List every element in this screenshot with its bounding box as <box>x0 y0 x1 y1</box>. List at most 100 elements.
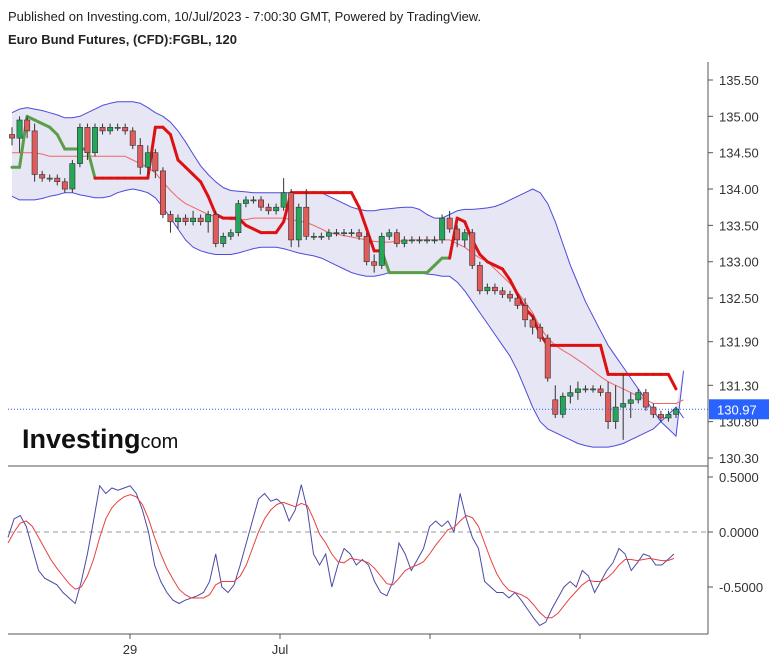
candle-down <box>99 127 106 132</box>
candle-down <box>152 152 159 172</box>
supertrend-down-segment <box>176 158 188 169</box>
logo-brand: Investing <box>22 424 141 454</box>
candle-down <box>197 217 204 223</box>
osc-tick-label: 0.0000 <box>719 525 759 540</box>
supertrend-down-segment <box>146 125 157 180</box>
candle-down <box>363 236 370 263</box>
candle-down <box>160 170 166 215</box>
candle-up <box>273 206 280 212</box>
candle-up <box>16 119 23 139</box>
osc-tick-label: -0.5000 <box>719 580 763 595</box>
candle-down <box>371 261 378 266</box>
supertrend-down-segment <box>357 205 369 231</box>
candle-down <box>182 217 189 223</box>
osc-signal-line <box>7 494 675 619</box>
supertrend-down-segment <box>508 278 520 296</box>
candle-down <box>288 192 295 241</box>
candle-up <box>567 392 574 397</box>
logo-suffix: .com <box>135 431 178 453</box>
candle-up <box>92 127 99 154</box>
candle-up <box>175 217 181 223</box>
candle-up <box>107 127 114 132</box>
candle-down <box>212 214 219 244</box>
candle-down <box>167 214 174 223</box>
candle-down <box>356 232 363 237</box>
candle-up <box>559 395 566 415</box>
oscillator-pane <box>7 484 708 627</box>
supertrend-down-segment <box>206 194 218 216</box>
supertrend-up-segment <box>425 263 437 275</box>
candle-down <box>522 304 529 321</box>
supertrend-down-segment <box>500 267 512 282</box>
candle-up <box>77 127 83 164</box>
price-tick-label: 134.00 <box>719 182 759 197</box>
supertrend-down-segment <box>448 216 459 260</box>
candle-up <box>665 414 672 419</box>
candle-up <box>243 199 249 204</box>
candle-up <box>69 163 76 190</box>
price-tick-label: 133.50 <box>719 218 759 233</box>
candle-down <box>9 134 15 139</box>
supertrend-down-segment <box>161 125 172 137</box>
candle-down <box>650 406 657 415</box>
candle-down <box>265 206 272 212</box>
bollinger-band-fill <box>12 101 684 448</box>
bollinger-middle-line <box>12 152 684 404</box>
candle-down <box>54 177 61 183</box>
bollinger-upper-line <box>11 101 684 437</box>
candle-down <box>446 217 453 230</box>
supertrend-down-segment <box>274 220 286 235</box>
candle-up <box>378 236 385 266</box>
candle-down <box>499 290 506 295</box>
candle-up <box>439 217 446 241</box>
last-price-label: 130.97 <box>717 402 757 417</box>
supertrend-down-segment <box>350 191 361 209</box>
time-tick-label: 29 <box>123 642 137 657</box>
supertrend-down-segment <box>365 227 376 253</box>
price-pane <box>8 101 708 448</box>
candle-up <box>227 232 234 237</box>
candle-up <box>295 206 302 241</box>
candle-up <box>250 199 257 202</box>
candle-up <box>574 388 581 393</box>
instrument-title: Euro Bund Futures, (CFD):FGBL, 120 <box>8 32 237 47</box>
candle-up <box>582 388 589 391</box>
supertrend-down-segment <box>599 343 610 376</box>
candle-up <box>325 232 332 237</box>
candle-down <box>258 199 264 208</box>
candle-up <box>348 232 355 234</box>
candle-up <box>484 286 491 292</box>
supertrend-up-segment <box>433 256 444 267</box>
price-tick-label: 130.30 <box>719 451 759 466</box>
supertrend-up-segment <box>55 133 67 151</box>
candle-down <box>642 392 649 408</box>
supertrend-down-segment <box>666 372 678 391</box>
supertrend-down-segment <box>199 180 210 198</box>
candle-down <box>657 414 664 419</box>
price-tick-label: 132.50 <box>719 291 759 306</box>
price-tick-label: 135.00 <box>719 109 759 124</box>
candle-up <box>590 388 597 391</box>
osc-main-line <box>7 484 675 627</box>
candle-down <box>303 206 310 237</box>
candle-up <box>416 239 423 242</box>
osc-tick-label: 0.5000 <box>719 470 759 485</box>
candle-down <box>31 130 38 175</box>
candle-up <box>612 406 619 422</box>
candle-down <box>137 145 144 168</box>
candle-down <box>454 228 461 241</box>
candle-up <box>431 239 438 242</box>
price-tick-label: 135.50 <box>719 73 759 88</box>
supertrend-up-segment <box>85 147 97 180</box>
candle-up <box>318 236 325 238</box>
candle-down <box>514 297 521 306</box>
candle-up <box>235 203 242 234</box>
candle-down <box>537 326 544 339</box>
candle-down <box>61 181 68 190</box>
candle-up <box>635 392 642 401</box>
candle-down <box>605 392 612 423</box>
candle-up <box>220 236 227 244</box>
candle-down <box>544 337 551 379</box>
candle-down <box>552 399 559 415</box>
